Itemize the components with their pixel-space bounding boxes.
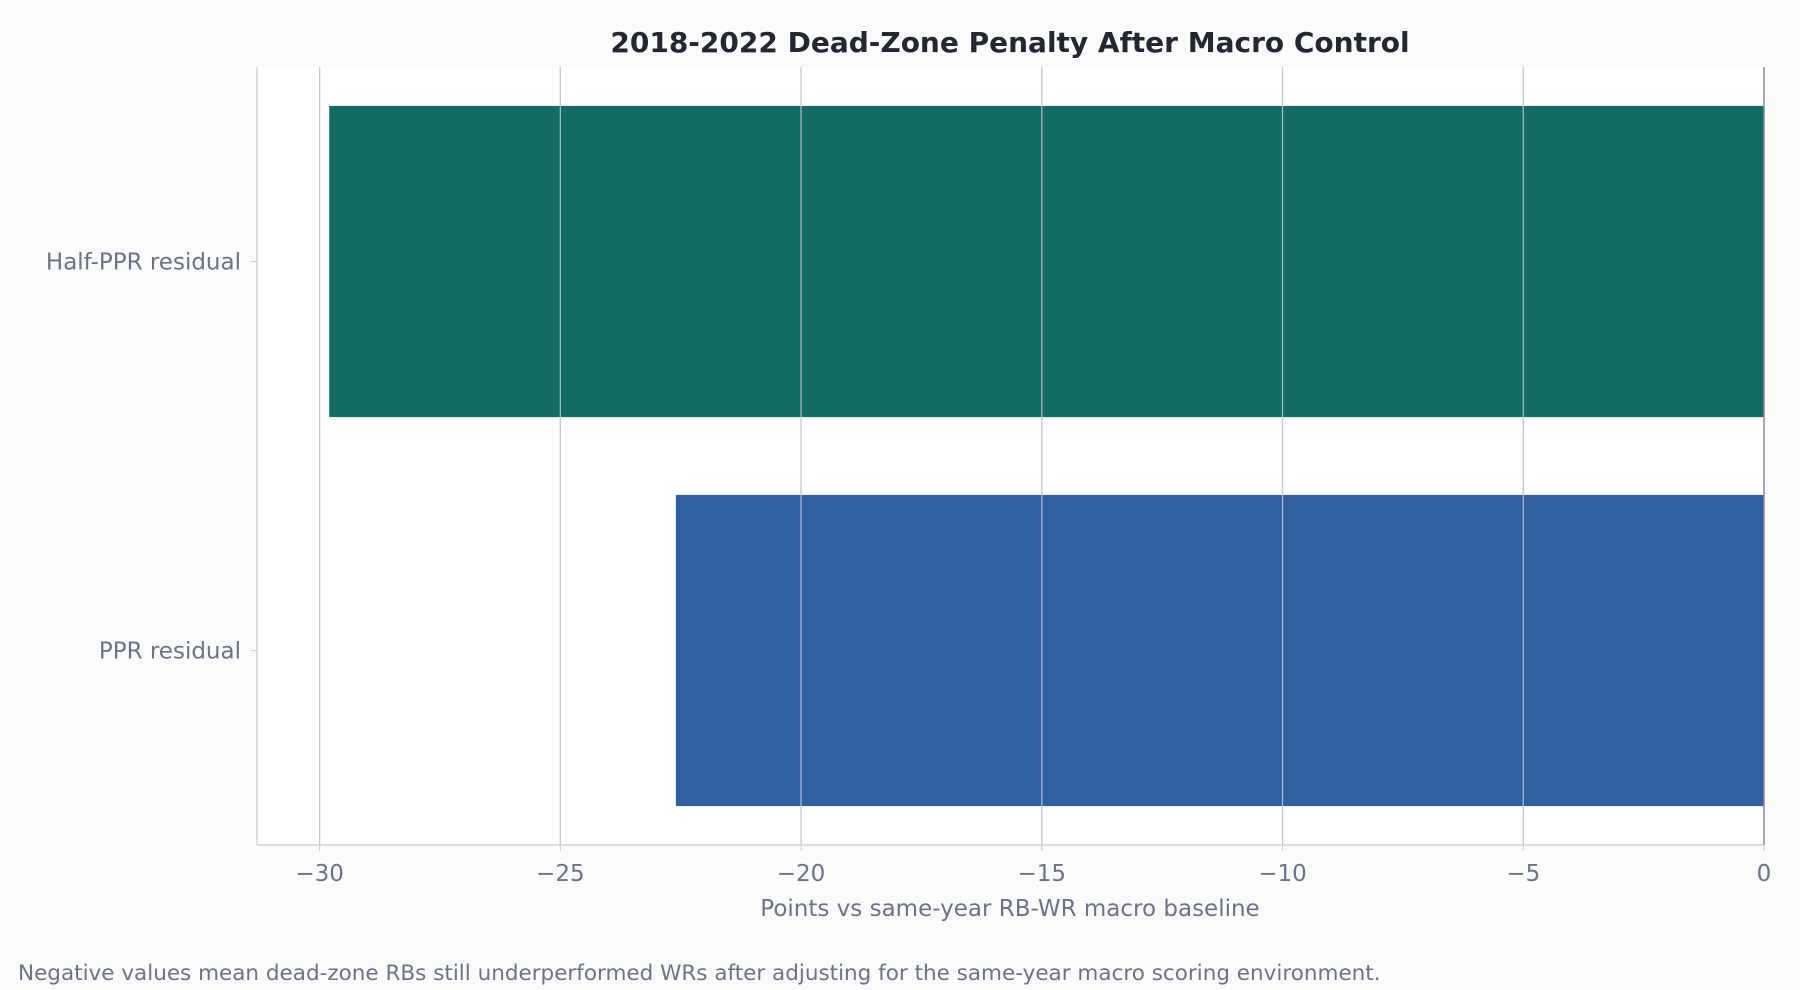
- x-tick-label: −10: [1258, 861, 1307, 887]
- y-axis-ticks: Half-PPR residual PPR residual: [46, 250, 257, 665]
- bar: [329, 105, 1764, 418]
- x-axis-label: Points vs same-year RB-WR macro baseline: [760, 896, 1259, 922]
- y-tick-label: Half-PPR residual: [46, 250, 241, 276]
- axes: [256, 67, 1765, 846]
- chart-caption: Negative values mean dead-zone RBs still…: [18, 961, 1381, 986]
- grid-lines-overlay: [318, 67, 1524, 845]
- x-tick-label: −15: [1018, 861, 1067, 887]
- x-tick-label: −20: [777, 861, 826, 887]
- y-tick-label: PPR residual: [99, 639, 241, 665]
- x-tick-label: −30: [295, 861, 344, 887]
- x-tick-label: 0: [1757, 861, 1772, 887]
- x-axis-ticks: −30 −25 −20 −15 −10 −5 0: [295, 845, 1771, 887]
- chart-title: 2018-2022 Dead-Zone Penalty After Macro …: [610, 26, 1409, 59]
- x-tick-label: −5: [1506, 861, 1540, 887]
- bar: [675, 494, 1764, 807]
- bars: [318, 67, 1764, 845]
- x-tick-label: −25: [536, 861, 585, 887]
